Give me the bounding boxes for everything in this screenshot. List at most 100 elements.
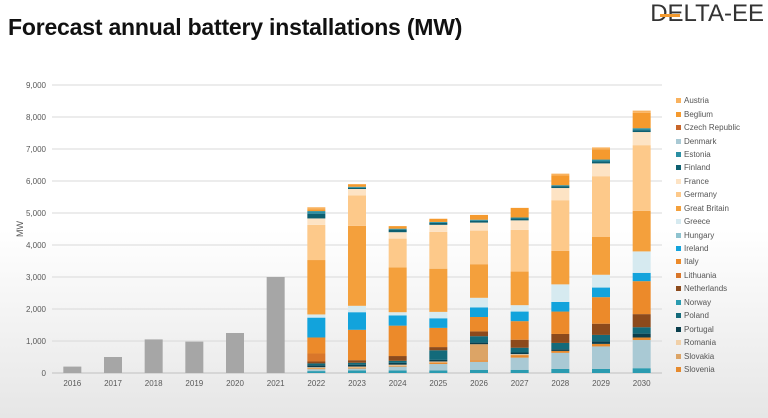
legend-label: Austria (684, 96, 709, 106)
x-tick-label: 2024 (389, 379, 407, 388)
bar-segment-slovakia-2026 (470, 344, 488, 361)
bar-segment-beglium-2029 (592, 149, 610, 160)
bar-segment-slovenia-2022 (307, 368, 326, 370)
bar-segment-poland-2023 (348, 362, 366, 365)
bar-segment-greece-2026 (470, 297, 488, 308)
legend-swatch (676, 165, 681, 171)
legend-swatch (676, 366, 681, 372)
bar-segment-ireland-2028 (551, 301, 570, 312)
legend-item-france: France (676, 175, 740, 188)
bar-segment-italy-2025 (429, 327, 448, 348)
legend-swatch (676, 151, 681, 157)
legend-label: Portugal (684, 324, 714, 334)
y-tick-label: 3,000 (26, 273, 47, 282)
bar-segment-austria-2028 (551, 173, 570, 176)
bar-segment-netherlands-2022 (307, 361, 326, 364)
legend-label: Slovakia (684, 351, 715, 361)
legend-swatch (676, 246, 681, 252)
y-tick-label: 9,000 (26, 81, 47, 90)
bar-segment-finland-2027 (510, 218, 529, 221)
legend-item-slovenia: Slovenia (676, 363, 740, 376)
bar-segment-romania-2025 (429, 361, 448, 363)
legend-label: Italy (684, 257, 699, 267)
legend-item-finland: Finland (676, 161, 740, 174)
legend-item-romania: Romania (676, 336, 740, 349)
bar-segment-portugal-2027 (510, 352, 529, 355)
bar-segment-estonia-2025 (429, 221, 448, 223)
legend-swatch (676, 232, 681, 238)
bar-segment-poland-2027 (510, 347, 529, 353)
bar-segment-ireland-2022 (307, 317, 326, 338)
bar-segment-italy-2022 (307, 337, 326, 354)
logo-text: DELTA-EE (650, 0, 764, 27)
bar-historical-2018 (144, 339, 163, 373)
bar-segment-estonia-2029 (592, 159, 610, 162)
legend-label: Poland (684, 311, 709, 321)
bar-segment-norway-2030 (632, 368, 651, 373)
bar-segment-beglium-2028 (551, 175, 570, 186)
x-tick-label: 2022 (307, 379, 325, 388)
bar-segment-germany-2024 (388, 238, 407, 268)
bar-segment-estonia-2026 (470, 219, 488, 221)
bar-segment-great-britain-2029 (592, 237, 610, 275)
x-tick-label: 2026 (470, 379, 488, 388)
legend-item-greece: Greece (676, 215, 740, 228)
y-tick-label: 7,000 (26, 145, 47, 154)
bar-segment-italy-2026 (470, 317, 488, 332)
legend-label: France (684, 176, 709, 186)
bar-segment-beglium-2030 (632, 112, 651, 129)
bar-segment-norway-2028 (551, 368, 570, 373)
legend-item-hungary: Hungary (676, 228, 740, 241)
bar-segment-france-2022 (307, 218, 326, 225)
bar-segment-austria-2029 (592, 147, 610, 150)
bar-segment-finland-2025 (429, 222, 448, 225)
legend-swatch (676, 178, 681, 184)
legend-swatch (676, 111, 681, 117)
bar-segment-germany-2022 (307, 224, 326, 261)
chart-legend: Austria Beglium Czech Republic Denmark Eston… (676, 94, 740, 376)
bar-segment-poland-2026 (470, 336, 488, 343)
bar-segment-greece-2029 (592, 274, 610, 288)
legend-label: Czech Republic (684, 123, 741, 133)
bar-segment-norway-2022 (307, 371, 326, 373)
bar-segment-italy-2027 (510, 321, 529, 340)
legend-swatch (676, 138, 681, 144)
y-tick-label: 2,000 (26, 305, 47, 314)
legend-label: Beglium (684, 109, 713, 119)
page-title: Forecast annual battery installations (M… (8, 14, 463, 40)
bar-segment-france-2023 (348, 189, 366, 196)
bar-segment-greece-2024 (388, 312, 407, 316)
x-tick-label: 2021 (267, 379, 285, 388)
bar-historical-2016 (63, 366, 82, 373)
legend-item-slovakia: Slovakia (676, 349, 740, 362)
bar-segment-finland-2030 (632, 130, 651, 133)
bar-segment-poland-2025 (429, 350, 448, 360)
x-tick-label: 2018 (145, 379, 163, 388)
bar-segment-denmark-2024 (388, 366, 407, 371)
bar-segment-romania-2027 (510, 354, 529, 356)
bar-segment-slovenia-2027 (510, 355, 529, 358)
x-tick-label: 2030 (633, 379, 651, 388)
bar-segment-ireland-2025 (429, 318, 448, 328)
bar-segment-germany-2027 (510, 229, 529, 272)
bar-segment-france-2028 (551, 188, 570, 201)
bar-segment-france-2030 (632, 132, 651, 146)
bar-segment-ireland-2023 (348, 312, 366, 330)
bar-segment-greece-2023 (348, 305, 366, 313)
bar-segment-beglium-2024 (388, 226, 407, 229)
bar-segment-estonia-2028 (551, 185, 570, 187)
bar-segment-netherlands-2023 (348, 360, 366, 363)
logo-accent (660, 14, 681, 17)
bar-segment-ireland-2024 (388, 315, 407, 326)
bar-segment-portugal-2023 (348, 364, 366, 367)
legend-label: Ireland (684, 244, 709, 254)
legend-swatch (676, 286, 681, 292)
legend-item-germany: Germany (676, 188, 740, 201)
bar-segment-denmark-2029 (592, 346, 610, 369)
bar-segment-beglium-2025 (429, 218, 448, 222)
bar-segment-portugal-2030 (632, 333, 651, 338)
bar-historical-2019 (185, 341, 204, 373)
bar-segment-austria-2022 (307, 207, 326, 210)
legend-item-great-britain: Great Britain (676, 202, 740, 215)
x-tick-label: 2017 (104, 379, 122, 388)
